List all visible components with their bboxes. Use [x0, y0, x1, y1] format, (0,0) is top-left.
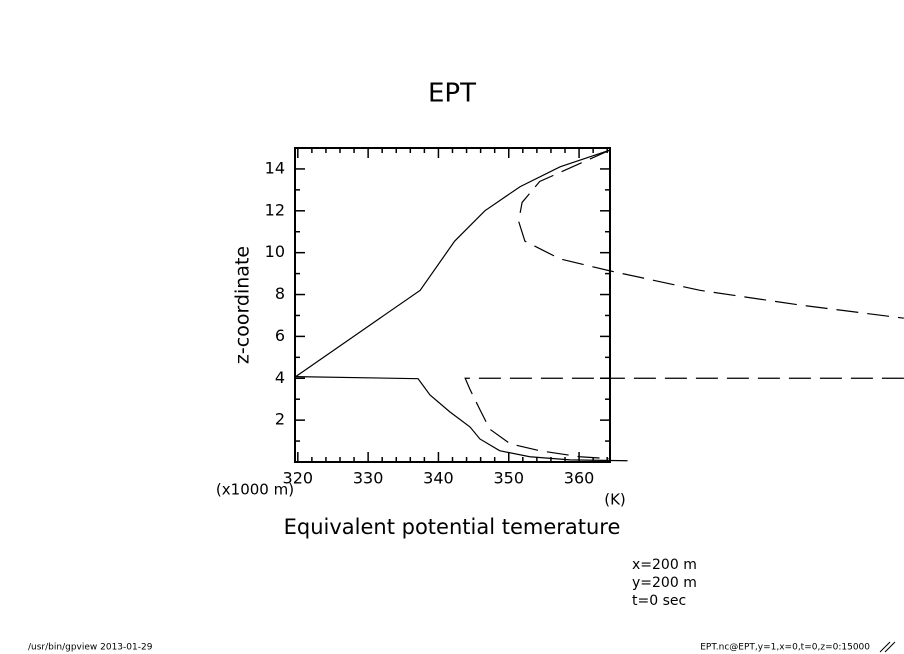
x-tick-label: 350: [493, 469, 524, 488]
info-text: t=0 sec: [632, 593, 686, 609]
x-tick-label: 330: [353, 469, 384, 488]
footer-left: /usr/bin/gpview 2013-01-29: [28, 643, 153, 653]
x-unit: (K): [604, 491, 626, 509]
footer-right: EPT.nc@EPT,y=1,x=0,t=0,z=0:15000: [700, 643, 870, 653]
data-line: [295, 149, 611, 378]
info-text: x=200 m: [632, 557, 697, 573]
data-line: [464, 377, 904, 460]
corner-mark: [879, 641, 891, 653]
x-tick-label: 320: [283, 469, 314, 488]
corner-mark: [884, 641, 896, 653]
y-tick-label: 12: [265, 200, 285, 219]
y-axis-label: z-coordinate: [232, 246, 254, 364]
y-unit: (x1000 m): [216, 481, 294, 499]
y-tick-label: 8: [275, 284, 285, 303]
y-tick-label: 2: [275, 410, 285, 429]
data-line: [295, 375, 628, 462]
y-tick-label: 14: [265, 158, 285, 177]
data-line: [517, 149, 904, 319]
y-tick-label: 10: [265, 242, 285, 261]
x-tick-label: 340: [423, 469, 454, 488]
chart-title: EPT: [428, 79, 476, 109]
y-tick-label: 6: [275, 326, 285, 345]
x-axis-label: Equivalent potential temerature: [284, 515, 621, 539]
x-tick-label: 360: [564, 469, 595, 488]
y-tick-label: 4: [275, 368, 285, 387]
info-text: y=200 m: [632, 575, 697, 591]
plot-frame: [294, 147, 611, 463]
